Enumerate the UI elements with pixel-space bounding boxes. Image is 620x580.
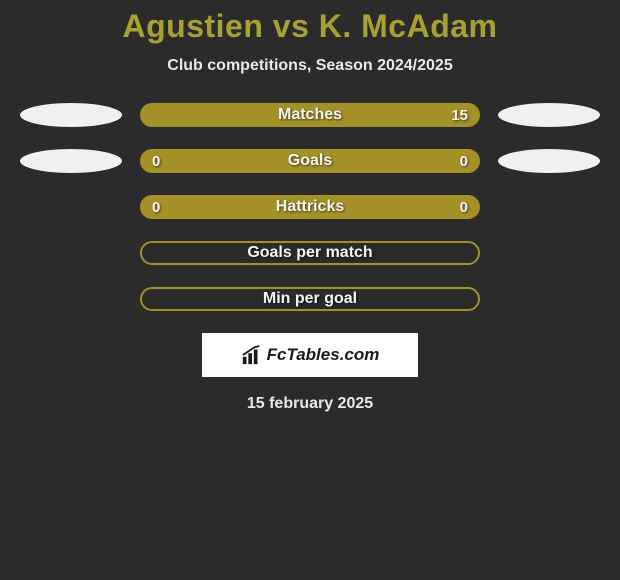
player-left-marker [20,149,122,173]
player-left-marker [20,103,122,127]
stat-label: Hattricks [276,198,344,216]
stat-value-right: 0 [460,199,468,216]
stat-value-right: 0 [460,153,468,170]
stat-label: Goals per match [247,244,372,262]
date-line: 15 february 2025 [0,395,620,413]
stat-value-left: 0 [152,199,160,216]
stat-bar: Min per goal [140,287,480,311]
player-right-marker [498,149,600,173]
stat-bar: Matches 15 [140,103,480,127]
stats-list: Matches 15 0 Goals 0 0 Hattricks 0 Goals per mat… [0,103,620,311]
stat-row: Min per goal [0,287,620,311]
bar-chart-icon [241,344,263,366]
stat-bar: 0 Goals 0 [140,149,480,173]
stat-value-right: 15 [451,107,468,124]
stat-bar: Goals per match [140,241,480,265]
logo-box: FcTables.com [202,333,418,377]
logo-text: FcTables.com [267,345,380,365]
page-title: Agustien vs K. McAdam [0,8,620,45]
stat-row: 0 Hattricks 0 [0,195,620,219]
player-right-marker [498,103,600,127]
stat-row: Goals per match [0,241,620,265]
subtitle: Club competitions, Season 2024/2025 [0,57,620,75]
stat-label: Min per goal [263,290,357,308]
comparison-card: Agustien vs K. McAdam Club competitions,… [0,0,620,413]
stat-label: Matches [278,106,342,124]
stat-label: Goals [288,152,332,170]
stat-bar: 0 Hattricks 0 [140,195,480,219]
stat-row: 0 Goals 0 [0,149,620,173]
stat-value-left: 0 [152,153,160,170]
stat-row: Matches 15 [0,103,620,127]
